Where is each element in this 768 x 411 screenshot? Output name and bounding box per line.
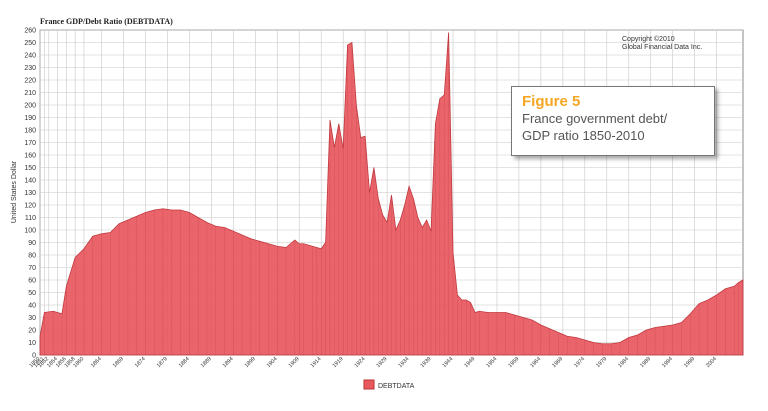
x-tick-label: 1909 (288, 356, 301, 369)
y-tick-label: 260 (24, 28, 36, 35)
series-debtdata (39, 32, 744, 356)
x-tick-label: 1969 (551, 356, 564, 369)
x-tick-label: 1860 (72, 356, 85, 369)
y-tick-label: 110 (25, 215, 36, 222)
x-tick-label: 1959 (507, 356, 520, 369)
y-tick-label: 10 (28, 340, 36, 347)
x-tick-label: 1884 (178, 356, 191, 369)
x-tick-label: 1889 (200, 356, 213, 369)
y-tick-label: 140 (24, 178, 36, 185)
figure-label: Figure 5 (522, 93, 581, 110)
x-tick-label: 1869 (112, 356, 125, 369)
x-tick-label: 1904 (266, 356, 279, 369)
x-tick-label: 1874 (134, 356, 147, 369)
y-tick-label: 170 (24, 140, 36, 147)
y-tick-label: 0 (32, 353, 36, 360)
y-tick-label: 40 (28, 303, 36, 310)
x-tick-label: 1949 (463, 356, 476, 369)
y-tick-label: 70 (28, 265, 36, 272)
x-tick-label: 1929 (376, 356, 389, 369)
y-tick-label: 30 (28, 315, 36, 322)
x-tick-label: 1944 (442, 356, 455, 369)
x-tick-label: 1989 (639, 356, 652, 369)
x-tick-label: 1879 (156, 356, 169, 369)
legend: DEBTDATA (363, 379, 415, 390)
copyright-line-2: Global Financial Data Inc. (622, 44, 702, 51)
x-tick-label: 1964 (529, 356, 542, 369)
x-tick-label: 1984 (617, 356, 630, 369)
x-tick-label: 1939 (420, 356, 433, 369)
y-axis: 0 10 20 30 40 50 60 70 80 90 100 110 120 130 140 150 160… (24, 28, 36, 360)
x-tick-label: 1979 (595, 356, 608, 369)
x-tick-label: 1919 (332, 356, 345, 369)
y-tick-label: 240 (24, 53, 36, 60)
y-tick-label: 60 (28, 278, 36, 285)
y-tick-label: 130 (24, 190, 36, 197)
y-axis-label: United States Dollar (11, 160, 18, 223)
x-tick-label: 2004 (705, 356, 718, 369)
figure-callout: Figure 5 France government debt/ GDP rat… (511, 86, 715, 156)
y-tick-label: 250 (24, 40, 36, 47)
y-tick-label: 80 (28, 253, 36, 260)
y-tick-label: 230 (24, 65, 36, 72)
x-tick-label: 1914 (310, 356, 323, 369)
x-tick-label: 1864 (90, 356, 103, 369)
y-tick-label: 190 (24, 115, 36, 122)
y-tick-label: 200 (24, 103, 36, 110)
y-tick-label: 50 (28, 290, 36, 297)
y-tick-label: 90 (28, 240, 36, 247)
y-tick-label: 160 (24, 153, 36, 160)
x-tick-label: 1994 (661, 356, 674, 369)
x-tick-label: 1954 (485, 356, 498, 369)
legend-swatch (363, 379, 375, 390)
figure-caption-line-2: GDP ratio 1850-2010 (522, 128, 645, 143)
y-tick-label: 20 (28, 328, 36, 335)
y-tick-label: 210 (24, 90, 36, 97)
x-tick-label: 1974 (573, 356, 586, 369)
y-tick-label: 220 (24, 78, 36, 85)
chart-title: France GDP/Debt Ratio (DEBTDATA) (40, 17, 173, 26)
y-tick-label: 150 (24, 165, 36, 172)
x-tick-label: 1894 (222, 356, 235, 369)
x-tick-label: 1899 (244, 356, 257, 369)
copyright-line-1: Copyright ©2010 (622, 35, 675, 43)
legend-label: DEBTDATA (378, 383, 415, 390)
x-tick-label: 1934 (398, 356, 411, 369)
y-tick-label: 100 (24, 228, 36, 235)
y-tick-label: 120 (24, 203, 36, 210)
figure-caption-line-1: France government debt/ (522, 111, 668, 126)
x-tick-label: 1924 (354, 356, 367, 369)
x-tick-label: 1999 (683, 356, 696, 369)
y-tick-label: 180 (24, 128, 36, 135)
